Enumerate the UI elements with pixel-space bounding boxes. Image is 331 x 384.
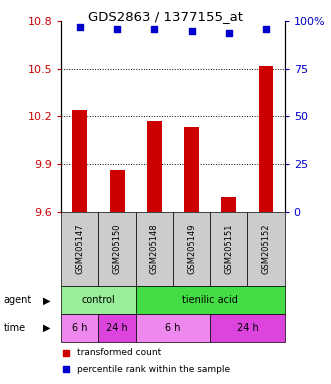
- Text: control: control: [82, 295, 115, 305]
- Point: [63, 350, 68, 356]
- Bar: [147, 121, 162, 212]
- Bar: [61, 212, 99, 286]
- Text: 24 h: 24 h: [237, 323, 258, 333]
- Text: GSM205151: GSM205151: [224, 224, 233, 274]
- Bar: [184, 127, 199, 212]
- Text: ▶: ▶: [43, 323, 50, 333]
- Text: tienilic acid: tienilic acid: [182, 295, 238, 305]
- Text: time: time: [3, 323, 25, 333]
- Bar: [221, 197, 236, 212]
- Bar: [210, 212, 247, 286]
- Bar: [72, 110, 87, 212]
- Text: GSM205152: GSM205152: [261, 224, 270, 274]
- Text: 6 h: 6 h: [72, 323, 88, 333]
- Text: GSM205149: GSM205149: [187, 224, 196, 274]
- Bar: [173, 212, 210, 286]
- Bar: [210, 314, 285, 342]
- Text: GDS2863 / 1377155_at: GDS2863 / 1377155_at: [88, 10, 243, 23]
- Point: [63, 366, 68, 372]
- Text: 6 h: 6 h: [165, 323, 181, 333]
- Bar: [136, 286, 285, 314]
- Text: ▶: ▶: [43, 295, 50, 305]
- Text: GSM205148: GSM205148: [150, 224, 159, 274]
- Text: GSM205150: GSM205150: [113, 224, 121, 274]
- Bar: [136, 212, 173, 286]
- Text: 24 h: 24 h: [106, 323, 128, 333]
- Point: [189, 28, 194, 34]
- Bar: [136, 314, 210, 342]
- Bar: [99, 212, 136, 286]
- Point: [115, 26, 120, 32]
- Bar: [61, 314, 99, 342]
- Text: transformed count: transformed count: [77, 348, 161, 358]
- Point: [226, 30, 231, 36]
- Point: [263, 26, 269, 32]
- Text: GSM205147: GSM205147: [75, 224, 84, 274]
- Text: percentile rank within the sample: percentile rank within the sample: [77, 365, 230, 374]
- Bar: [110, 170, 124, 212]
- Bar: [259, 66, 273, 212]
- Point: [152, 26, 157, 32]
- Text: agent: agent: [3, 295, 31, 305]
- Bar: [247, 212, 285, 286]
- Bar: [99, 314, 136, 342]
- Point: [77, 24, 82, 30]
- Bar: [61, 286, 136, 314]
